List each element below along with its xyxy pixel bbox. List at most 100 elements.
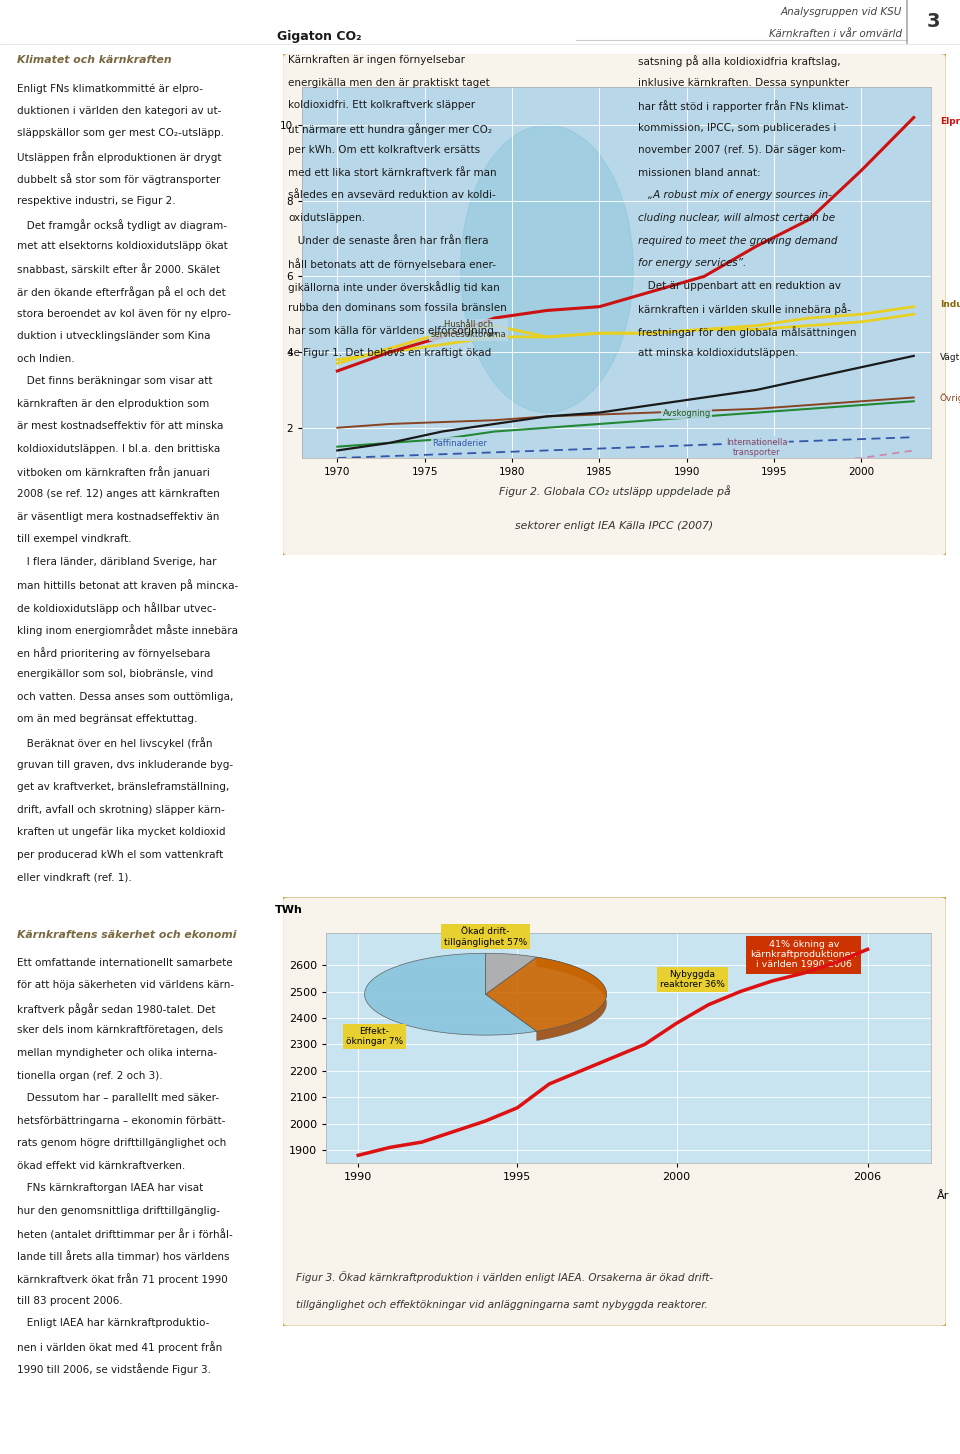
Text: nen i världen ökat med 41 procent från: nen i världen ökat med 41 procent från [17, 1341, 223, 1352]
Text: en hård prioritering av förnyelsebara: en hård prioritering av förnyelsebara [17, 647, 210, 659]
Text: mellan myndigheter och olika interna-: mellan myndigheter och olika interna- [17, 1048, 217, 1059]
Text: Kärnkraften i vår omvärld: Kärnkraften i vår omvärld [769, 29, 902, 39]
Text: gikällorna inte under överskådlig tid kan: gikällorna inte under överskådlig tid ka… [288, 281, 500, 292]
Text: per kWh. Om ett kolkraftverk ersätts: per kWh. Om ett kolkraftverk ersätts [288, 145, 480, 156]
Text: är väsentligt mera kostnadseffektiv än: är väsentligt mera kostnadseffektiv än [17, 512, 220, 522]
Text: drift, avfall och skrotning) släpper kärn-: drift, avfall och skrotning) släpper kär… [17, 804, 225, 814]
Text: 2008 (se ref. 12) anges att kärnkraften: 2008 (se ref. 12) anges att kärnkraften [17, 489, 220, 499]
Text: och Indien.: och Indien. [17, 353, 75, 364]
Text: för att höja säkerheten vid världens kärn-: för att höja säkerheten vid världens kär… [17, 980, 234, 990]
Text: och vatten. Dessa anses som outtömliga,: och vatten. Dessa anses som outtömliga, [17, 692, 233, 702]
Text: Klimatet och kärnkraften: Klimatet och kärnkraften [17, 55, 172, 65]
Text: ökad effekt vid kärnkraftverken.: ökad effekt vid kärnkraftverken. [17, 1160, 185, 1170]
Text: hur den genomsnittliga drifttillgänglig-: hur den genomsnittliga drifttillgänglig- [17, 1205, 220, 1216]
Text: Det finns beräkningar som visar att: Det finns beräkningar som visar att [17, 377, 213, 387]
Text: Hushåll och
servicesektorerna: Hushåll och servicesektorerna [430, 320, 506, 339]
Text: Övrigt: Övrigt [940, 393, 960, 403]
Text: Det framgår också tydligt av diagram-: Det framgår också tydligt av diagram- [17, 218, 228, 231]
Text: snabbast, särskilt efter år 2000. Skälet: snabbast, särskilt efter år 2000. Skälet [17, 263, 220, 275]
Text: energikällor som sol, biobränsle, vind: energikällor som sol, biobränsle, vind [17, 669, 213, 679]
Text: Figur 2. Globala CO₂ utsläpp uppdelade på: Figur 2. Globala CO₂ utsläpp uppdelade p… [498, 486, 731, 497]
Text: till 83 procent 2006.: till 83 procent 2006. [17, 1296, 123, 1306]
Text: Internationella
transporter: Internationella transporter [726, 438, 787, 457]
Text: Kärnkraften är ingen förnyelsebar: Kärnkraften är ingen förnyelsebar [288, 55, 465, 65]
Text: att minska koldioxidutsläppen.: att minska koldioxidutsläppen. [638, 348, 799, 358]
Text: energikälla men den är praktiskt taget: energikälla men den är praktiskt taget [288, 77, 490, 87]
Text: 1990 till 2006, se vidstående Figur 3.: 1990 till 2006, se vidstående Figur 3. [17, 1364, 211, 1375]
Text: hetsförbättringarna – ekonomin förbätt-: hetsförbättringarna – ekonomin förbätt- [17, 1115, 226, 1125]
Text: eller vindkraft (ref. 1).: eller vindkraft (ref. 1). [17, 872, 132, 883]
FancyBboxPatch shape [282, 896, 947, 1328]
Polygon shape [537, 957, 607, 1041]
Text: sektorer enligt IEA Källa IPCC (2007): sektorer enligt IEA Källa IPCC (2007) [516, 522, 713, 531]
Text: missionen bland annat:: missionen bland annat: [638, 167, 761, 177]
Text: Ökad drift-
tillgänglighet 57%: Ökad drift- tillgänglighet 57% [444, 928, 527, 947]
Polygon shape [486, 954, 537, 995]
Text: de koldioxidutsläpp och hållbar utvec-: de koldioxidutsläpp och hållbar utvec- [17, 602, 217, 614]
Text: kärnkraftverk ökat från 71 procent 1990: kärnkraftverk ökat från 71 procent 1990 [17, 1274, 228, 1285]
Text: Kärnkraftens säkerhet och ekonomi: Kärnkraftens säkerhet och ekonomi [17, 929, 237, 939]
Text: Enligt FNs klimatkommitté är elpro-: Enligt FNs klimatkommitté är elpro- [17, 83, 204, 95]
Text: Nybyggda
reaktorer 36%: Nybyggda reaktorer 36% [660, 970, 725, 989]
Polygon shape [365, 954, 537, 1035]
Text: således en avsevärd reduktion av koldi-: således en avsevärd reduktion av koldi- [288, 190, 495, 201]
FancyBboxPatch shape [282, 52, 947, 557]
Text: kommission, IPCC, som publicerades i: kommission, IPCC, som publicerades i [638, 122, 837, 132]
Text: släppskällor som ger mest CO₂-utsläpp.: släppskällor som ger mest CO₂-utsläpp. [17, 128, 225, 138]
Text: required to meet the growing demand: required to meet the growing demand [638, 236, 838, 246]
Text: till exempel vindkraft.: till exempel vindkraft. [17, 534, 132, 544]
Text: Raffinaderier: Raffinaderier [432, 439, 487, 448]
Text: I flera länder, däribland Sverige, har: I flera länder, däribland Sverige, har [17, 557, 217, 567]
Text: Effekt-
ökningar 7%: Effekt- ökningar 7% [346, 1027, 402, 1045]
Text: duktionen i världen den kategori av ut-: duktionen i världen den kategori av ut- [17, 106, 222, 116]
Text: är mest kostnadseffektiv för att minska: är mest kostnadseffektiv för att minska [17, 422, 224, 432]
Text: sker dels inom kärnkraftföretagen, dels: sker dels inom kärnkraftföretagen, dels [17, 1025, 224, 1035]
Text: kärnkraften i världen skulle innebära på-: kärnkraften i världen skulle innebära på… [638, 302, 852, 316]
Text: Dessutom har – parallellt med säker-: Dessutom har – parallellt med säker- [17, 1093, 220, 1104]
Polygon shape [461, 125, 634, 413]
Text: Figur 3. Ökad kärnkraftproduktion i världen enligt IAEA. Orsakerna är ökad drift: Figur 3. Ökad kärnkraftproduktion i värl… [297, 1271, 713, 1282]
Text: TWh: TWh [275, 904, 302, 915]
Text: heten (antalet drifttimmar per år i förhål-: heten (antalet drifttimmar per år i förh… [17, 1229, 233, 1240]
Text: kärnkraften är den elproduktion som: kärnkraften är den elproduktion som [17, 398, 209, 409]
Text: kling inom energiområdet måste innebära: kling inom energiområdet måste innebära [17, 624, 238, 637]
Text: Analysgruppen vid KSU: Analysgruppen vid KSU [781, 7, 902, 17]
Text: rats genom högre drifttillgänglighet och: rats genom högre drifttillgänglighet och [17, 1138, 227, 1149]
Text: om än med begränsat effektuttag.: om än med begränsat effektuttag. [17, 714, 198, 724]
Text: rubba den dominans som fossila bränslen: rubba den dominans som fossila bränslen [288, 302, 507, 313]
Text: Gigaton CO₂: Gigaton CO₂ [277, 29, 362, 42]
Text: gruvan till graven, dvs inkluderande byg-: gruvan till graven, dvs inkluderande byg… [17, 759, 233, 769]
Text: kraftverk pågår sedan 1980-talet. Det: kraftverk pågår sedan 1980-talet. Det [17, 1003, 216, 1015]
Text: met att elsektorns koldioxidutsläpp ökat: met att elsektorns koldioxidutsläpp ökat [17, 241, 228, 252]
Text: 41% ökning av
kärnkraftproduktionen
i världen 1990-2006: 41% ökning av kärnkraftproduktionen i vä… [751, 939, 857, 970]
Text: är den ökande efterfrågan på el och det: är den ökande efterfrågan på el och det [17, 286, 226, 298]
Text: Utsläppen från elproduktionen är drygt: Utsläppen från elproduktionen är drygt [17, 151, 222, 163]
Text: koldioxidfri. Ett kolkraftverk släpper: koldioxidfri. Ett kolkraftverk släpper [288, 100, 475, 111]
Text: inklusive kärnkraften. Dessa synpunkter: inklusive kärnkraften. Dessa synpunkter [638, 77, 850, 87]
Text: Elproduktion: Elproduktion [940, 116, 960, 126]
Text: ut närmare ett hundra gånger mer CO₂: ut närmare ett hundra gånger mer CO₂ [288, 122, 492, 135]
Text: man hittills betonat att kraven på minска-: man hittills betonat att kraven på minск… [17, 579, 238, 592]
Text: koldioxidutsläppen. I bl.a. den brittiska: koldioxidutsläppen. I bl.a. den brittisk… [17, 443, 221, 454]
Text: Avskogning: Avskogning [662, 409, 710, 417]
Text: Under de senaste åren har från flera: Under de senaste åren har från flera [288, 236, 489, 246]
Text: stora beroendet av kol även för ny elpro-: stora beroendet av kol även för ny elpro… [17, 308, 231, 318]
Text: håll betonats att de förnyelsebara ener-: håll betonats att de förnyelsebara ener- [288, 257, 496, 270]
Text: get av kraftverket, bränsleframställning,: get av kraftverket, bränsleframställning… [17, 782, 229, 792]
Text: duktion i utvecklingsländer som Kina: duktion i utvecklingsländer som Kina [17, 332, 211, 342]
Text: kraften ut ungefär lika mycket koldioxid: kraften ut ungefär lika mycket koldioxid [17, 827, 226, 838]
Text: Det är uppenbart att en reduktion av: Det är uppenbart att en reduktion av [638, 281, 841, 291]
Polygon shape [486, 957, 607, 1031]
Text: for energy services”.: for energy services”. [638, 257, 747, 268]
Text: oxidutsläppen.: oxidutsläppen. [288, 212, 365, 222]
Text: har fått stöd i rapporter från FNs klimat-: har fått stöd i rapporter från FNs klima… [638, 100, 849, 112]
Text: per producerad kWh el som vattenkraft: per producerad kWh el som vattenkraft [17, 849, 224, 859]
Text: lande till årets alla timmar) hos världens: lande till årets alla timmar) hos världe… [17, 1250, 229, 1262]
Text: med ett lika stort kärnkraftverk får man: med ett lika stort kärnkraftverk får man [288, 167, 496, 177]
Text: År: År [937, 1191, 949, 1201]
Text: 3: 3 [926, 12, 940, 32]
Text: se Figur 1. Det behövs en kraftigt ökad: se Figur 1. Det behövs en kraftigt ökad [288, 348, 492, 358]
Text: FNs kärnkraftorgan IAEA har visat: FNs kärnkraftorgan IAEA har visat [17, 1184, 204, 1194]
Text: tionella organ (ref. 2 och 3).: tionella organ (ref. 2 och 3). [17, 1070, 163, 1080]
Text: vitboken om kärnkraften från januari: vitboken om kärnkraften från januari [17, 467, 210, 478]
